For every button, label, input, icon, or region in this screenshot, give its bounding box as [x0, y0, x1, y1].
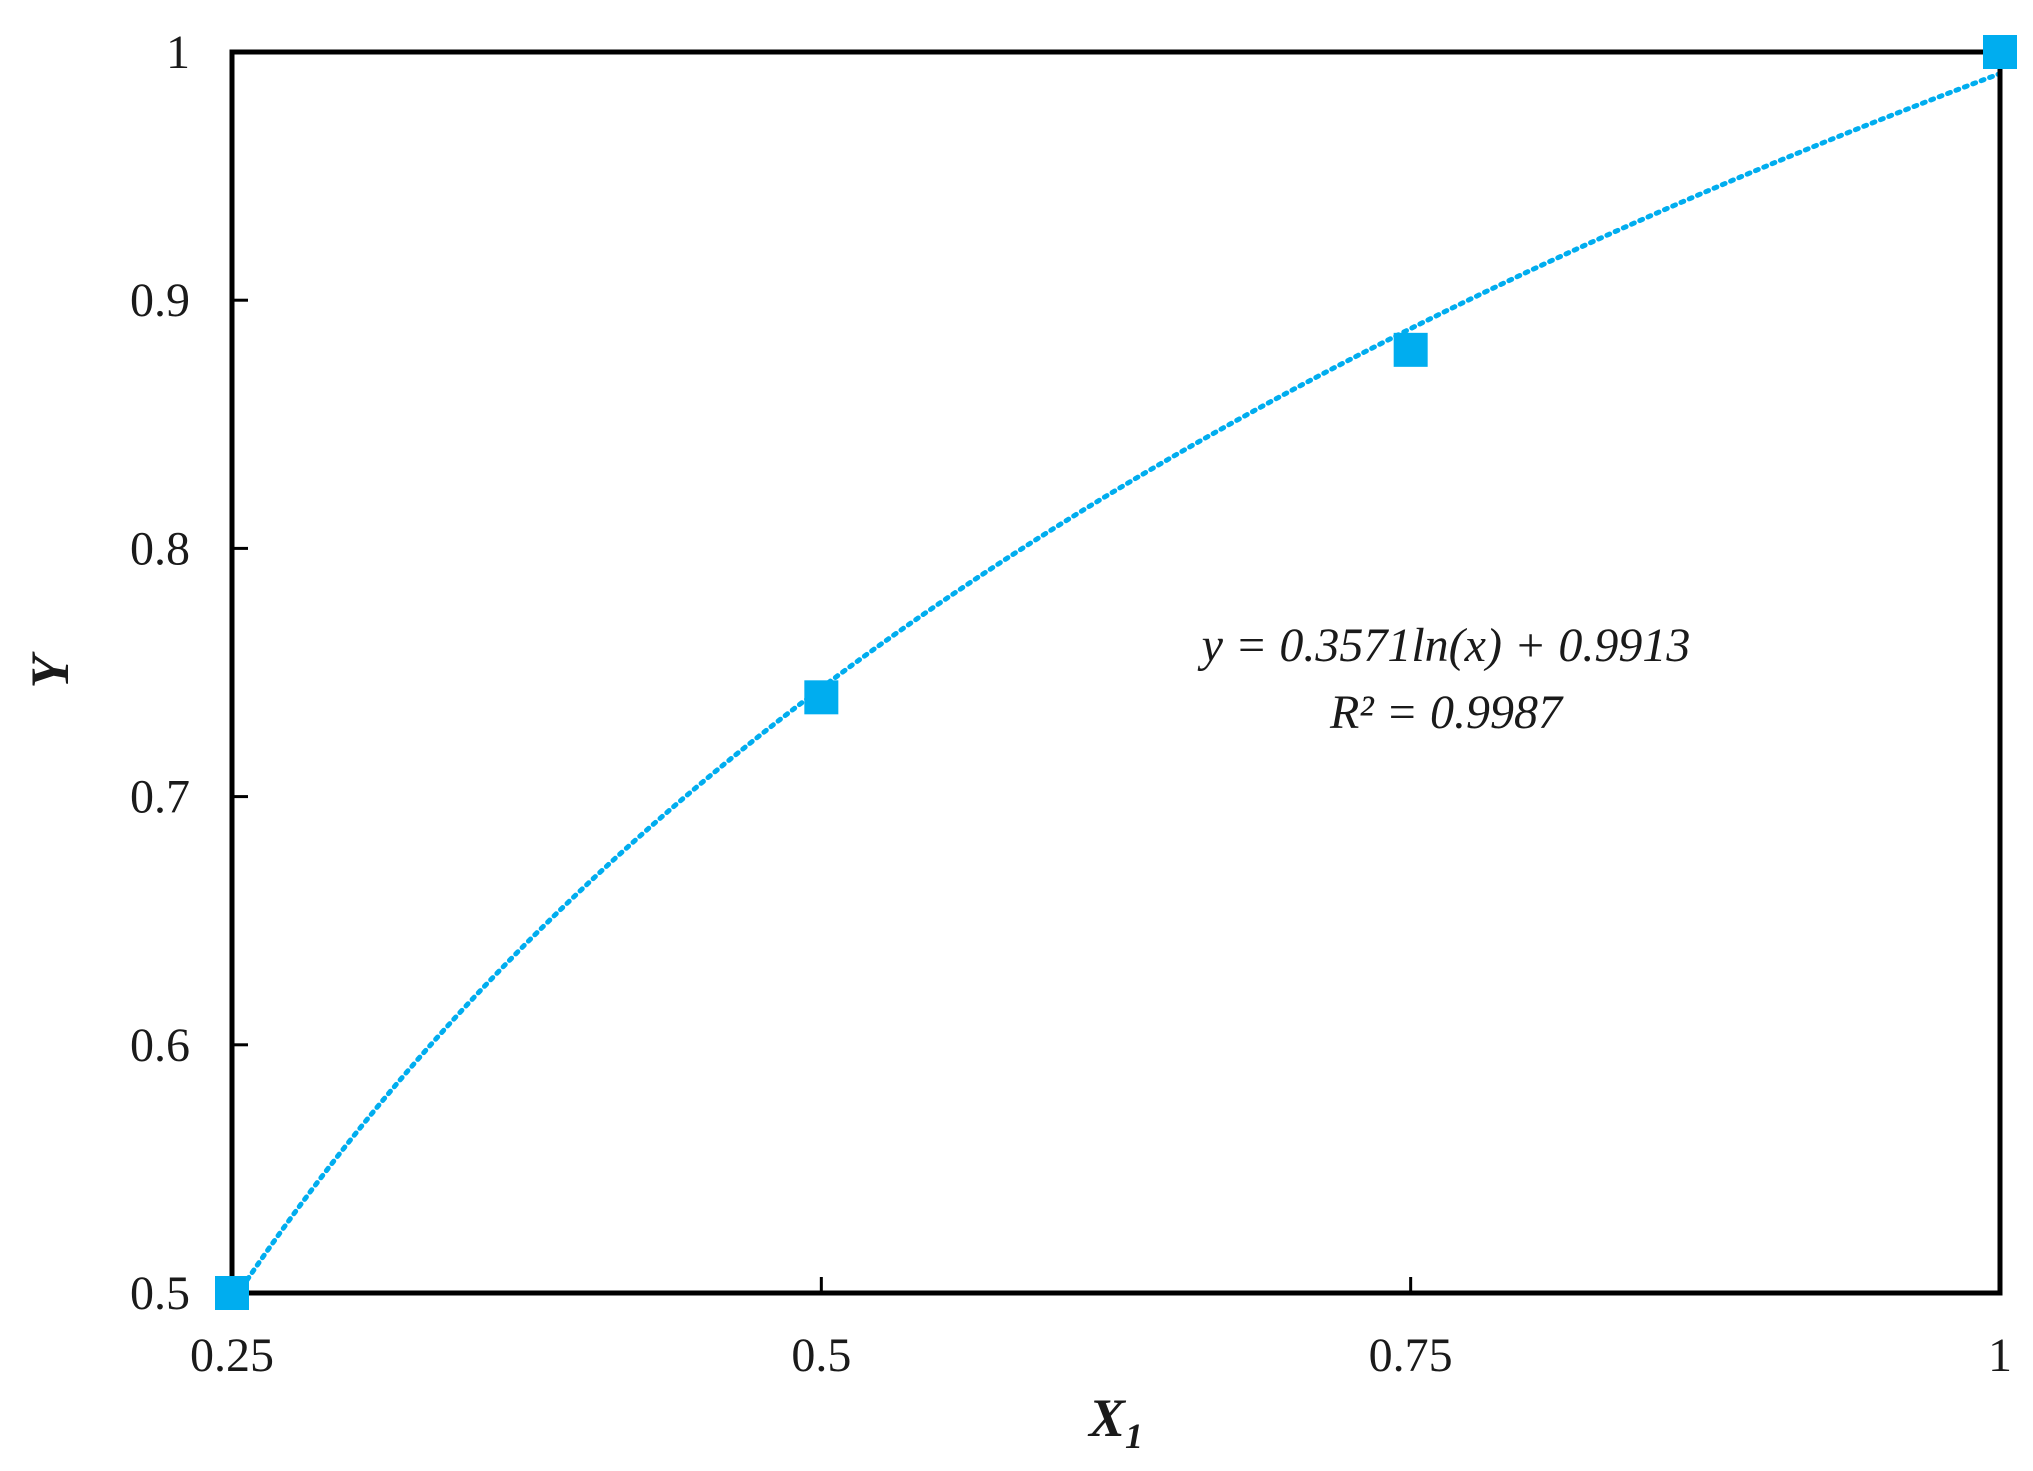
x-axis-title: X1	[1087, 1388, 1143, 1456]
data-point	[215, 1276, 249, 1310]
data-point	[1983, 35, 2017, 69]
x-tick-label: 0.5	[791, 1329, 851, 1382]
x-ticks: 0.25 0.5 0.75 1	[190, 1277, 2012, 1382]
y-axis-title: Y	[20, 651, 80, 689]
x-tick-label: 0.75	[1369, 1329, 1453, 1382]
r-squared-label: R² = 0.9987	[1329, 686, 1564, 739]
trendline-layer	[229, 71, 2003, 1305]
x-axis-title-subscript: 1	[1125, 1416, 1143, 1456]
trendline-equation: y = 0.3571ln(x) + 0.9913	[1197, 619, 1691, 672]
y-tick-label: 0.6	[130, 1019, 190, 1072]
x-tick-label: 1	[1988, 1329, 2012, 1382]
y-tick-label: 0.9	[130, 274, 190, 327]
data-point	[1393, 332, 1428, 367]
data-point	[804, 680, 839, 715]
plot-frame	[229, 49, 2003, 1296]
y-tick-label: 0.8	[130, 522, 190, 575]
x-axis-title-main: X	[1087, 1388, 1127, 1448]
y-tick-label: 1	[166, 26, 190, 79]
trendline	[229, 71, 2003, 1305]
x-tick-label: 0.25	[190, 1329, 274, 1382]
y-tick-label: 0.7	[130, 771, 190, 824]
y-tick-label: 0.5	[130, 1267, 190, 1320]
y-ticks: 0.5 0.6 0.7 0.8 0.9 1	[130, 26, 248, 1320]
data-points	[215, 35, 2017, 1310]
